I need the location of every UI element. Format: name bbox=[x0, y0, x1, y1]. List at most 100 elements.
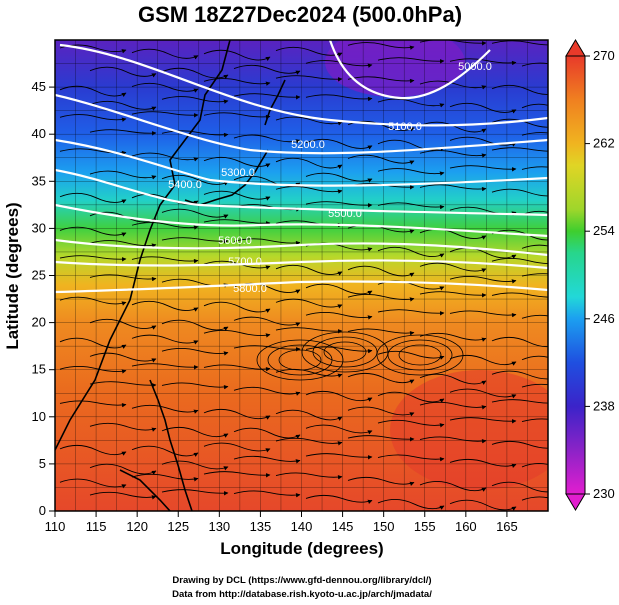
streamline bbox=[449, 417, 517, 424]
colorbar-tick-label: 230 bbox=[593, 486, 615, 501]
streamline bbox=[59, 400, 127, 408]
streamline bbox=[131, 82, 199, 93]
streamline bbox=[419, 291, 487, 298]
streamline bbox=[305, 390, 373, 402]
x-tick-label: 150 bbox=[373, 519, 395, 534]
colorbar-tick-label: 270 bbox=[593, 48, 615, 63]
streamline bbox=[305, 172, 373, 183]
streamline bbox=[377, 139, 445, 151]
streamline bbox=[491, 147, 548, 152]
streamline bbox=[275, 472, 343, 480]
streamline bbox=[131, 222, 199, 230]
streamline bbox=[419, 401, 487, 410]
streamline bbox=[131, 473, 199, 482]
y-tick-label: 15 bbox=[32, 362, 46, 377]
plot-area: 5000.0 5100.0 5200.0 5300.0 5400.0 5500.0 5600… bbox=[55, 40, 548, 511]
y-tick-label: 45 bbox=[32, 79, 46, 94]
streamline bbox=[89, 318, 157, 330]
streamline bbox=[161, 382, 229, 390]
x-axis-ticks: 110 115 120 125 130 135 140 145 150 155 160 165 bbox=[45, 511, 518, 534]
streamline bbox=[59, 226, 127, 237]
streamline bbox=[449, 458, 517, 468]
streamline bbox=[89, 422, 157, 432]
streamline bbox=[203, 49, 271, 61]
streamline bbox=[89, 129, 157, 136]
streamline bbox=[521, 418, 548, 422]
contour-line bbox=[59, 43, 548, 127]
streamline bbox=[89, 381, 157, 388]
streamline bbox=[347, 76, 415, 84]
streamline bbox=[377, 57, 445, 64]
streamline bbox=[521, 462, 548, 468]
contour-line bbox=[55, 138, 548, 187]
streamline bbox=[305, 201, 373, 208]
streamline bbox=[521, 132, 548, 136]
streamline bbox=[89, 240, 157, 248]
streamline bbox=[131, 363, 199, 370]
streamline bbox=[203, 219, 271, 226]
streamline bbox=[233, 386, 301, 396]
streamline bbox=[419, 184, 487, 192]
streamline bbox=[491, 370, 548, 380]
streamline bbox=[161, 237, 229, 244]
streamline bbox=[377, 309, 445, 316]
contour-label: 5400.0 bbox=[168, 179, 202, 191]
streamline bbox=[233, 64, 301, 75]
colorbar-tick-label: 246 bbox=[593, 311, 615, 326]
contour-line bbox=[328, 40, 491, 100]
contour-line bbox=[55, 238, 548, 257]
x-tick-label: 140 bbox=[291, 519, 313, 534]
streamline bbox=[275, 327, 343, 334]
streamline bbox=[275, 368, 343, 378]
streamline bbox=[491, 40, 548, 46]
streamline bbox=[89, 66, 157, 78]
contour-label: 5600.0 bbox=[218, 235, 252, 247]
streamline bbox=[521, 273, 548, 277]
streamline bbox=[491, 440, 548, 449]
streamline bbox=[419, 228, 487, 240]
streamline bbox=[59, 255, 127, 262]
y-tick-label: 0 bbox=[39, 503, 46, 518]
streamline bbox=[161, 174, 229, 186]
streamline bbox=[305, 424, 373, 435]
streamline bbox=[131, 111, 199, 118]
streamline bbox=[305, 138, 373, 150]
streamline bbox=[491, 336, 548, 348]
contour-label: 5500.0 bbox=[328, 208, 362, 220]
streamline bbox=[89, 491, 157, 500]
streamline bbox=[275, 264, 343, 276]
streamline bbox=[305, 346, 373, 354]
streamline bbox=[377, 419, 445, 428]
y-tick-label: 5 bbox=[39, 456, 46, 471]
warm-region bbox=[390, 370, 548, 490]
circulation-streamline bbox=[278, 349, 322, 371]
streamline bbox=[449, 310, 517, 318]
streamline bbox=[203, 301, 271, 313]
circulation-streamline bbox=[387, 339, 453, 371]
streamline bbox=[491, 257, 548, 264]
colorbar: 230 238 246 254 262 270 bbox=[565, 39, 615, 511]
streamline bbox=[275, 116, 343, 126]
streamline bbox=[161, 319, 229, 331]
streamline bbox=[419, 80, 487, 90]
streamline bbox=[449, 102, 517, 114]
circulation-streamline bbox=[323, 341, 367, 363]
streamline bbox=[377, 391, 445, 403]
streamline bbox=[419, 332, 487, 342]
streamline bbox=[275, 186, 343, 194]
streamline bbox=[131, 445, 199, 457]
streamline bbox=[131, 48, 199, 60]
streamline bbox=[203, 78, 271, 86]
streamline bbox=[89, 274, 157, 282]
streamline bbox=[449, 247, 517, 259]
streamline bbox=[347, 435, 415, 442]
streamline bbox=[377, 98, 445, 108]
y-axis-label: Latitude (degrees) bbox=[3, 202, 22, 349]
streamline bbox=[347, 154, 415, 165]
x-tick-label: 130 bbox=[208, 519, 230, 534]
circulation-streamline bbox=[376, 334, 464, 376]
streamline bbox=[305, 60, 373, 68]
streamline bbox=[347, 406, 415, 417]
streamline bbox=[419, 262, 487, 273]
streamline bbox=[305, 453, 373, 460]
